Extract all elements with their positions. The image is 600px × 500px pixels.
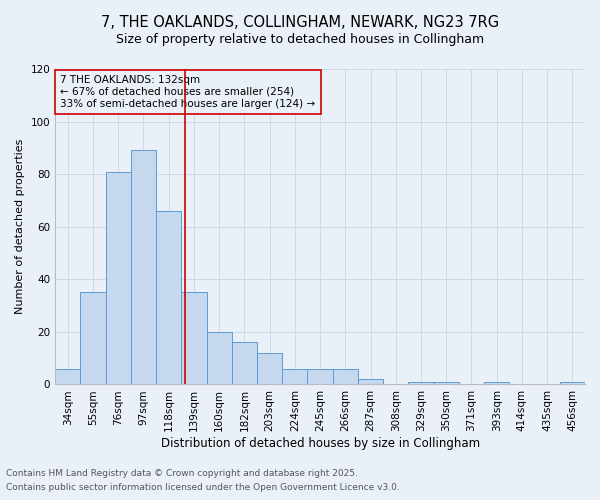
Bar (206, 332, 232, 384)
Bar (181, 292, 206, 384)
Text: 7 THE OAKLANDS: 132sqm
← 67% of detached houses are smaller (254)
33% of semi-de: 7 THE OAKLANDS: 132sqm ← 67% of detached… (61, 76, 316, 108)
Bar (484, 382, 509, 384)
X-axis label: Distribution of detached houses by size in Collingham: Distribution of detached houses by size … (161, 437, 479, 450)
Bar (55, 368, 80, 384)
Bar (282, 368, 307, 384)
Text: 7, THE OAKLANDS, COLLINGHAM, NEWARK, NG23 7RG: 7, THE OAKLANDS, COLLINGHAM, NEWARK, NG2… (101, 15, 499, 30)
Bar (332, 368, 358, 384)
Bar (156, 211, 181, 384)
Bar (358, 379, 383, 384)
Text: Contains HM Land Registry data © Crown copyright and database right 2025.: Contains HM Land Registry data © Crown c… (6, 468, 358, 477)
Bar (409, 382, 434, 384)
Bar (232, 342, 257, 384)
Bar (131, 150, 156, 384)
Y-axis label: Number of detached properties: Number of detached properties (15, 139, 25, 314)
Bar (307, 368, 332, 384)
Bar (257, 353, 282, 384)
Bar (80, 292, 106, 384)
Bar (434, 382, 459, 384)
Bar (106, 172, 131, 384)
Text: Size of property relative to detached houses in Collingham: Size of property relative to detached ho… (116, 32, 484, 46)
Bar (560, 382, 585, 384)
Text: Contains public sector information licensed under the Open Government Licence v3: Contains public sector information licen… (6, 484, 400, 492)
